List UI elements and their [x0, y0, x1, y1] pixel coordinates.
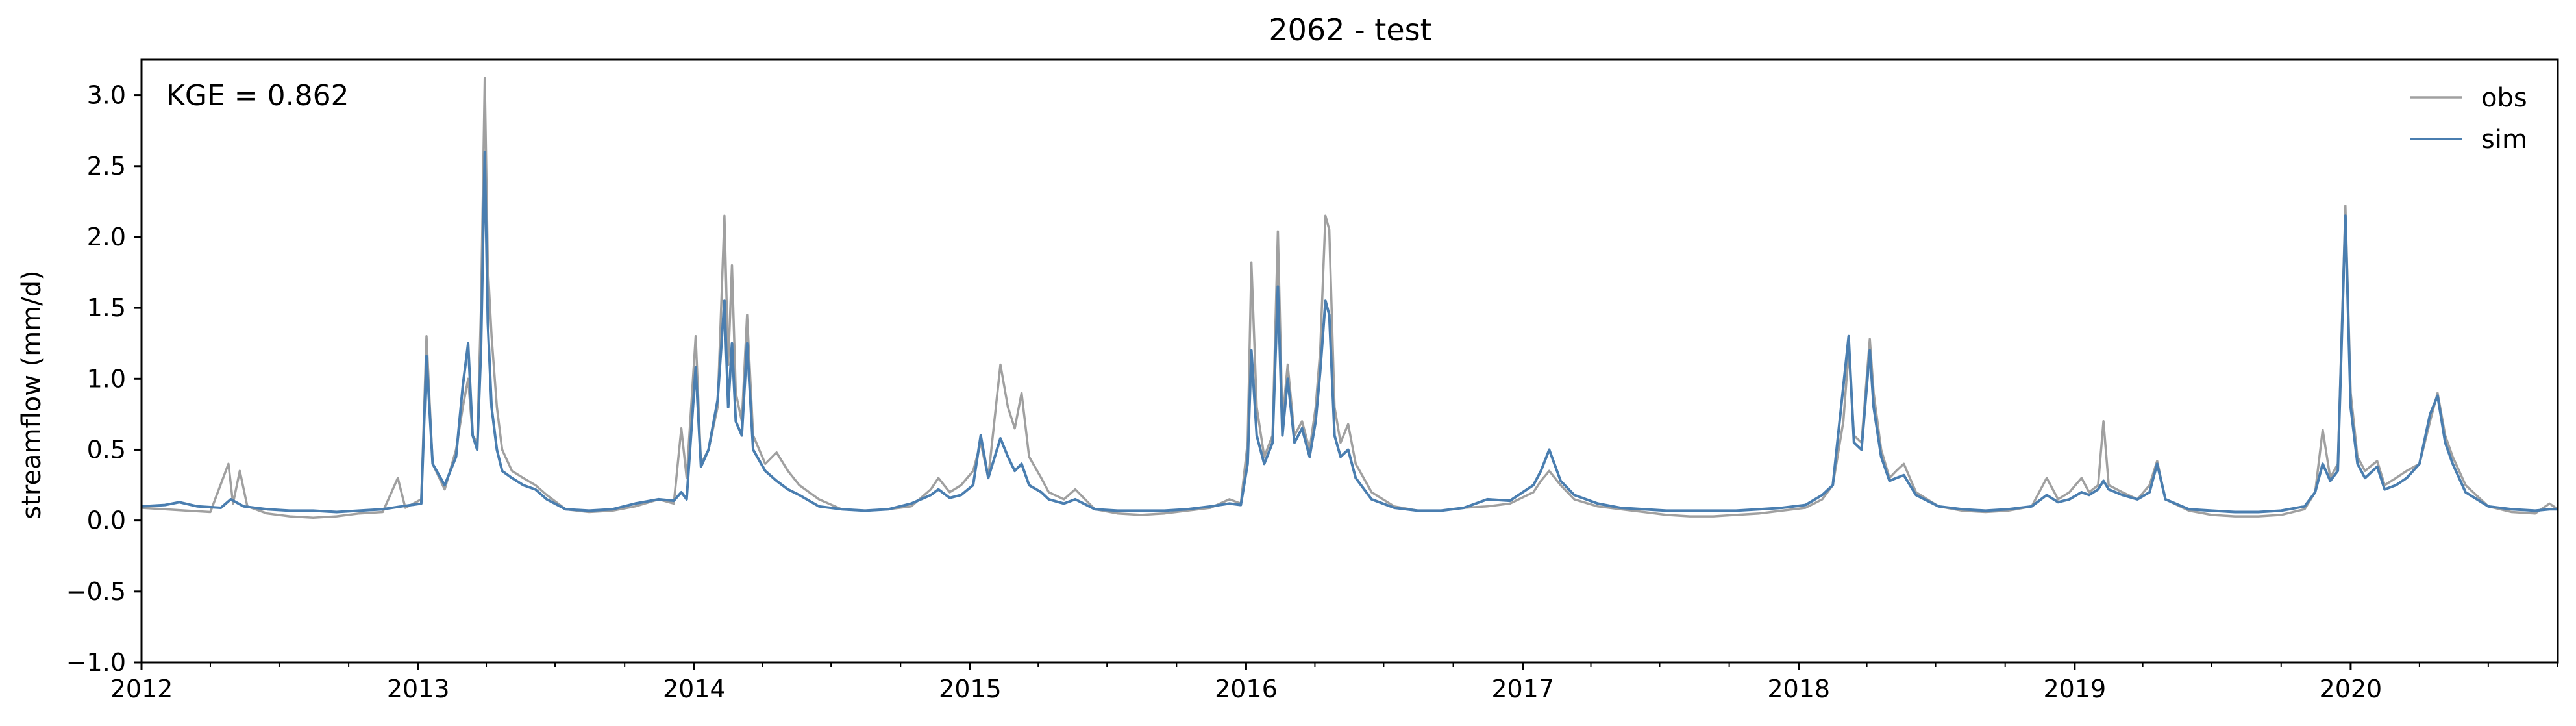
- x-tick-label: 2012: [110, 675, 173, 703]
- x-tick-label: 2018: [1767, 675, 1830, 703]
- legend-label-obs: obs: [2481, 83, 2527, 113]
- y-tick-label: −0.5: [66, 577, 126, 606]
- y-tick-label: 1.0: [87, 364, 126, 393]
- legend: obs sim: [2410, 83, 2527, 155]
- chart-title: 2062 - test: [1269, 12, 1431, 47]
- y-axis-label: streamflow (mm/d): [17, 270, 47, 519]
- x-tick-label: 2015: [939, 675, 1002, 703]
- x-tick-label: 2014: [663, 675, 726, 703]
- x-tick-label: 2016: [1215, 675, 1278, 703]
- y-tick-label: 2.5: [87, 152, 126, 181]
- x-tick-label: 2020: [2320, 675, 2383, 703]
- y-tick-label: −1.0: [66, 648, 126, 677]
- y-tick-label: 0.5: [87, 435, 126, 464]
- y-axis: −1.0 −0.5 0.0 0.5 1.0 1.5 2.0 2.5 3.0: [66, 81, 142, 677]
- plot-area: 2012 2013 2014 2015 2016 2017 2018 2019 2020 −1.…: [66, 58, 2559, 703]
- x-tick-label: 2013: [387, 675, 450, 703]
- plot-frame: [140, 58, 2559, 664]
- legend-label-sim: sim: [2481, 125, 2527, 155]
- series-line-sim: [141, 150, 2558, 514]
- x-axis: 2012 2013 2014 2015 2016 2017 2018 2019 2020: [110, 662, 2558, 703]
- y-tick-label: 0.0: [87, 507, 126, 535]
- y-tick-label: 2.0: [87, 223, 126, 251]
- x-tick-label: 2017: [1491, 675, 1554, 703]
- y-tick-label: 1.5: [87, 294, 126, 322]
- x-tick-label: 2019: [2043, 675, 2106, 703]
- y-tick-label: 3.0: [87, 81, 126, 110]
- series-line-obs: [141, 77, 2558, 519]
- series-layer: [141, 77, 2558, 519]
- kge-annotation: KGE = 0.862: [166, 79, 349, 112]
